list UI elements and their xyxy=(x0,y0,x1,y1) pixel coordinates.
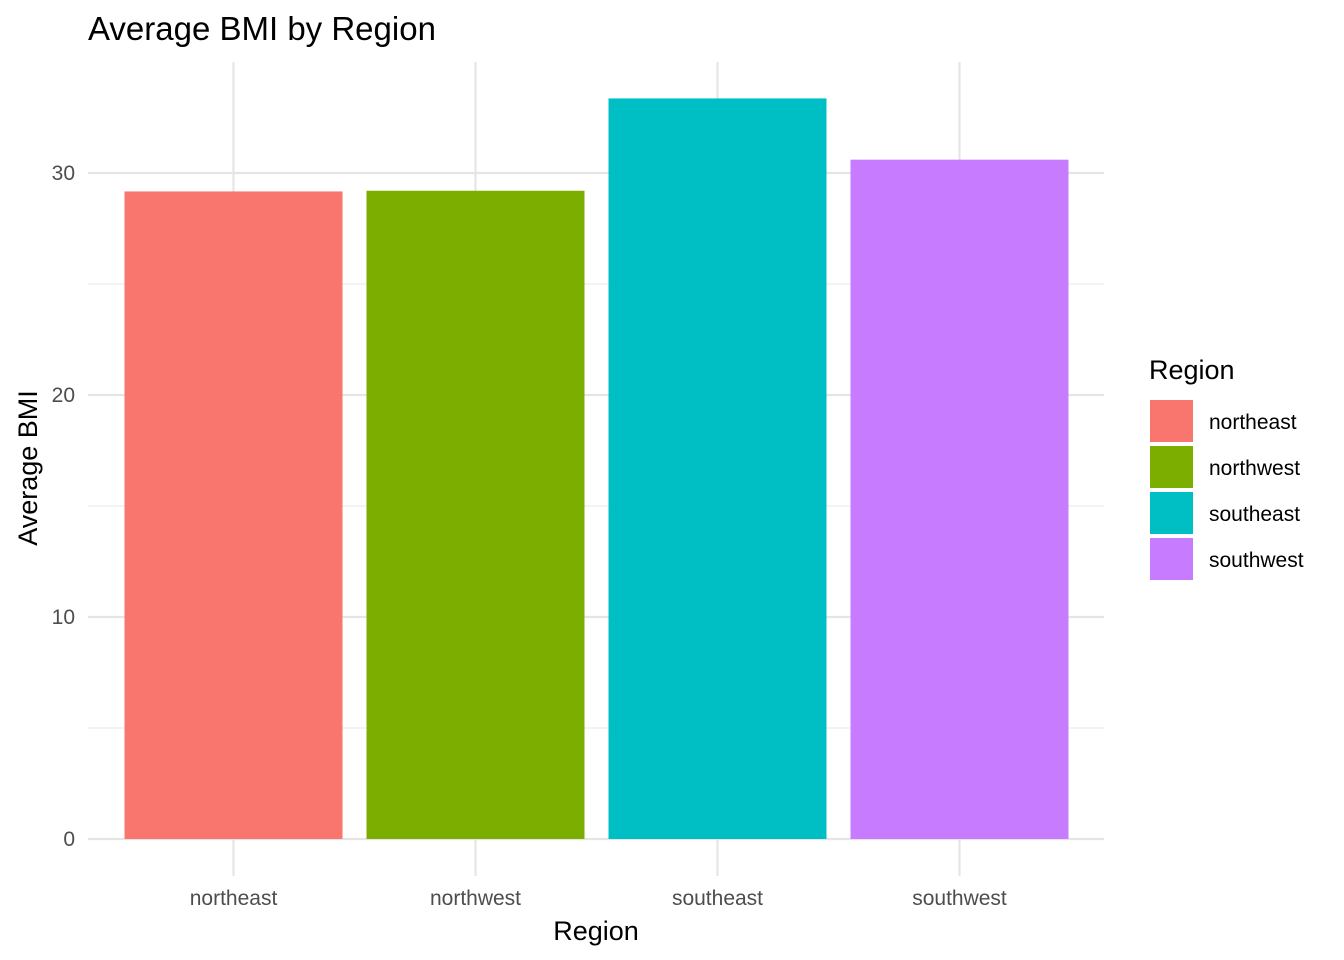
x-axis-title: Region xyxy=(553,916,639,946)
x-tick-label-southeast: southeast xyxy=(672,887,763,910)
legend-key-northwest xyxy=(1150,446,1193,488)
x-tick-label-southwest: southwest xyxy=(912,887,1007,910)
legend-title: Region xyxy=(1149,355,1235,385)
x-axis-ticks: northeast northwest southeast southwest xyxy=(190,887,1007,910)
legend-key-southeast xyxy=(1150,492,1193,534)
y-tick-label: 20 xyxy=(52,384,75,407)
legend-label-southwest: southwest xyxy=(1209,549,1304,572)
chart-title: Average BMI by Region xyxy=(88,10,436,47)
bar-southwest xyxy=(850,159,1069,839)
legend-key-southwest xyxy=(1150,538,1193,580)
bar-northeast xyxy=(124,191,343,839)
y-tick-label: 30 xyxy=(52,162,75,185)
x-tick-label-northeast: northeast xyxy=(190,887,278,910)
legend-label-southeast: southeast xyxy=(1209,503,1300,526)
x-tick-label-northwest: northwest xyxy=(430,887,521,910)
bars xyxy=(124,98,1069,839)
legend-key-northeast xyxy=(1150,400,1193,442)
legend-label-northwest: northwest xyxy=(1209,457,1300,480)
y-tick-label: 10 xyxy=(52,606,75,629)
y-axis-title: Average BMI xyxy=(13,390,43,546)
y-tick-label: 0 xyxy=(63,828,75,851)
bar-southeast xyxy=(608,98,827,839)
bar-northwest xyxy=(366,190,585,839)
legend-label-northeast: northeast xyxy=(1209,411,1297,434)
y-axis-ticks: 0 10 20 30 xyxy=(52,162,75,851)
legend: Region northeast northwest southeast southw… xyxy=(1149,355,1304,580)
